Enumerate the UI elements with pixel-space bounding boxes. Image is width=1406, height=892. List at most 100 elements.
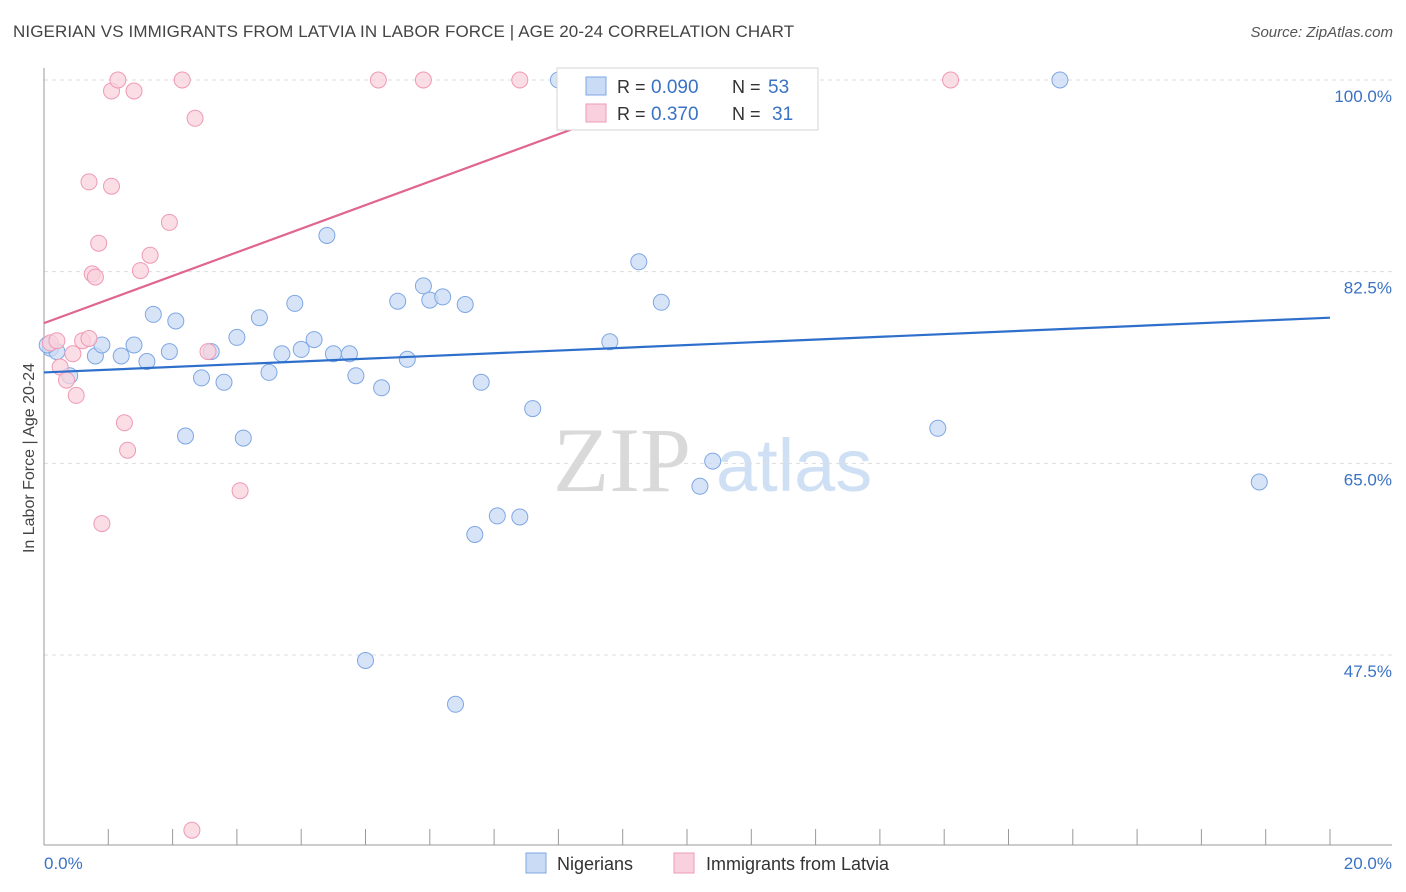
chart-title: NIGERIAN VS IMMIGRANTS FROM LATVIA IN LA… xyxy=(13,22,795,41)
nigerian-point xyxy=(193,369,210,387)
latvia-point xyxy=(199,343,217,361)
nigerian-point xyxy=(167,312,185,330)
nigerian-point xyxy=(511,508,529,526)
latvia-point xyxy=(511,71,529,89)
series-legend: Nigerians Immigrants from Latvia xyxy=(525,852,890,874)
watermark-zip: ZIP xyxy=(553,409,691,511)
watermark-atlas: atlas xyxy=(716,424,872,507)
series-legend-label-nigerians: Nigerians xyxy=(557,854,633,874)
nigerian-point xyxy=(389,292,407,310)
nigerian-point xyxy=(704,452,722,470)
latvia-point xyxy=(64,345,82,363)
nigerian-point xyxy=(347,367,365,385)
nigerian-point xyxy=(177,427,194,445)
series-legend-swatch-nigerians xyxy=(525,852,547,874)
latvia-point xyxy=(90,234,108,252)
latvia-point xyxy=(131,262,149,280)
latvia-point xyxy=(58,371,75,389)
nigerian-point xyxy=(273,345,291,363)
latvia-point xyxy=(942,71,960,89)
latvia-point xyxy=(86,268,104,286)
y-tick-label: 82.5% xyxy=(1344,279,1392,298)
latvia-point xyxy=(173,71,191,89)
nigerian-point xyxy=(488,507,506,525)
nigerian-point xyxy=(144,305,162,323)
correlation-legend: R = 0.090 N = 53 R = 0.370 N = 31 xyxy=(556,67,819,131)
legend-r-value-1: 0.090 xyxy=(651,77,699,98)
legend-r-value-2: 0.370 xyxy=(651,104,699,125)
nigerian-point xyxy=(228,328,246,346)
y-tick-label: 65.0% xyxy=(1344,470,1392,489)
nigerian-point xyxy=(691,477,709,495)
latvia-point xyxy=(67,386,85,404)
legend-r-label-1: R = xyxy=(617,77,646,97)
data-points xyxy=(38,71,1268,839)
nigerian-point xyxy=(1250,473,1268,491)
nigerian-point xyxy=(125,336,143,354)
nigerian-point xyxy=(1051,71,1069,89)
nigerian-point xyxy=(160,343,178,361)
legend-swatch-pink xyxy=(585,103,607,123)
series-legend-swatch-latvia xyxy=(673,852,695,874)
nigerian-point xyxy=(340,345,358,363)
latvia-point xyxy=(80,330,98,347)
latvia-point xyxy=(48,332,66,350)
nigerian-point xyxy=(318,227,336,244)
nigerian-point xyxy=(472,373,490,391)
nigerian-point xyxy=(398,350,416,368)
axis-ticks xyxy=(107,829,1331,845)
latvia-point xyxy=(369,71,387,89)
y-tick-labels: 47.5% 65.0% 82.5% 100.0% xyxy=(1334,87,1392,681)
latvia-point xyxy=(103,177,120,195)
nigerian-point xyxy=(215,373,233,391)
legend-n-value-2: 31 xyxy=(772,104,793,125)
nigerian-point xyxy=(414,277,432,295)
nigerian-point xyxy=(447,695,464,713)
nigerian-point xyxy=(434,288,452,306)
nigerian-point xyxy=(250,309,268,327)
nigerian-point xyxy=(286,294,304,312)
nigerian-point xyxy=(260,363,278,381)
latvia-point xyxy=(93,515,111,533)
x-tick-label-min: 0.0% xyxy=(44,854,83,873)
legend-swatch-blue xyxy=(585,76,607,96)
legend-r-label-2: R = xyxy=(617,104,646,124)
latvia-point xyxy=(125,82,143,100)
nigerian-point xyxy=(456,296,474,313)
nigerian-point xyxy=(524,400,542,418)
latvia-point xyxy=(80,173,98,191)
nigerian-point xyxy=(652,293,670,311)
legend-n-label-2: N = xyxy=(732,104,761,124)
y-axis-label: In Labor Force | Age 20-24 xyxy=(21,363,38,553)
nigerian-point xyxy=(357,652,374,669)
nigerian-point xyxy=(305,331,323,349)
nigerian-point xyxy=(929,419,947,437)
nigerian-point xyxy=(138,353,156,370)
latvia-point xyxy=(141,246,159,264)
latvia-point xyxy=(109,71,127,89)
nigerian-point xyxy=(466,526,484,543)
latvia-point xyxy=(231,482,249,500)
legend-n-value-1: 53 xyxy=(768,77,789,98)
x-tick-label-max: 20.0% xyxy=(1344,854,1392,873)
grid-lines xyxy=(44,79,1392,656)
latvia-point xyxy=(186,109,204,127)
latvia-point xyxy=(414,71,432,89)
y-tick-label: 100.0% xyxy=(1334,87,1392,106)
latvia-point xyxy=(160,213,178,231)
axes xyxy=(43,68,1392,846)
nigerian-point xyxy=(601,333,619,351)
latvia-point xyxy=(183,821,201,839)
latvia-point xyxy=(119,441,137,459)
nigerian-point xyxy=(112,347,130,365)
nigerian-point xyxy=(234,429,252,447)
y-tick-label: 47.5% xyxy=(1344,662,1392,681)
nigerian-point xyxy=(373,379,391,397)
source-label: Source: ZipAtlas.com xyxy=(1250,24,1393,41)
nigerian-trend-line xyxy=(43,316,1331,374)
nigerian-point xyxy=(630,253,648,271)
latvia-point xyxy=(115,414,133,432)
legend-n-label-1: N = xyxy=(732,77,761,97)
nigerian-point xyxy=(292,340,310,358)
